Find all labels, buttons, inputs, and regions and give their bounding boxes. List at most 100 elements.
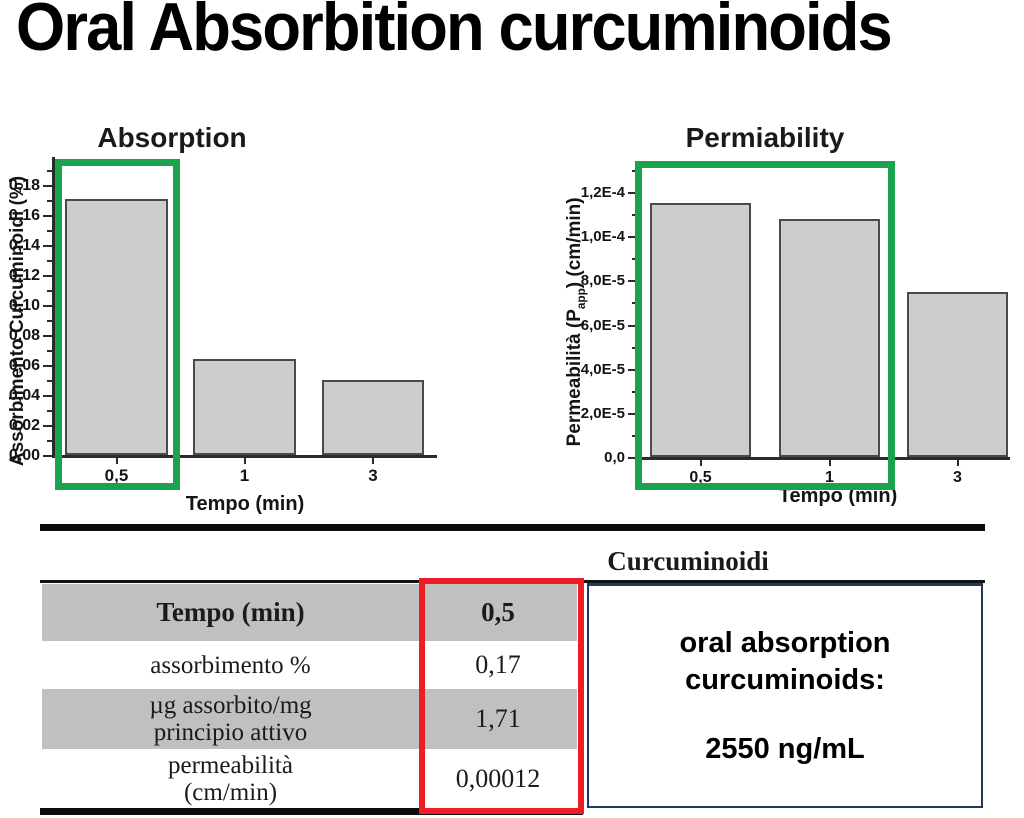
- bar-0,5: [650, 203, 751, 457]
- y-minor-tick: [47, 320, 52, 322]
- y-minor-tick: [47, 380, 52, 382]
- y-minor-tick: [47, 410, 52, 412]
- y-tick: [43, 335, 52, 337]
- x-tick: [699, 460, 702, 466]
- note-value: 2550 ng/mL: [705, 732, 865, 765]
- y-tick-label: 0,14: [8, 237, 40, 254]
- x-tick-label: 3: [953, 469, 962, 486]
- y-minor-tick: [632, 169, 637, 172]
- y-tick-label: 0,04: [8, 387, 40, 404]
- table-header: Curcuminoidi: [607, 546, 769, 576]
- x-tick: [372, 458, 374, 464]
- y-tick-label: 4,0E-5: [580, 360, 625, 378]
- y-tick-label: 2,0E-5: [580, 404, 625, 422]
- green-highlight-box-absorption: [55, 159, 180, 490]
- y-minor-tick: [47, 290, 52, 292]
- y-tick: [628, 236, 637, 239]
- note-line: oral absorption: [679, 626, 891, 659]
- y-tick: [628, 368, 637, 371]
- y-tick: [628, 192, 637, 194]
- y-tick: [43, 215, 52, 217]
- table-row: assorbimento % 0,17: [42, 641, 577, 689]
- x-axis: [637, 457, 1010, 460]
- y-tick: [43, 275, 52, 277]
- bar-3: [322, 380, 424, 455]
- x-tick: [956, 460, 959, 466]
- red-highlight-box-values-column: [419, 578, 584, 814]
- x-tick-label: 3: [368, 466, 378, 485]
- x-tick: [828, 460, 831, 466]
- y-minor-tick: [632, 258, 637, 261]
- table-row: Tempo (min) 0,5: [42, 584, 577, 641]
- table-row: µg assorbito/mg principio attivo 1,71: [42, 689, 577, 749]
- y-minor-tick: [47, 350, 52, 352]
- y-tick: [628, 280, 637, 283]
- green-highlight-box-permeability: [635, 161, 895, 490]
- bar-1: [779, 218, 880, 457]
- y-tick: [43, 365, 52, 367]
- page-title: Oral Absorbition curcuminoids: [16, 0, 893, 65]
- bar-0,5: [65, 198, 168, 455]
- y-tick: [43, 245, 52, 247]
- absorption-y-axis-label: Assorbimento Curcuminoidi (%): [7, 175, 28, 467]
- y-tick: [43, 425, 52, 427]
- absorption-x-axis-label: Tempo (min): [185, 493, 305, 515]
- table-top-divider: [40, 524, 985, 531]
- row-label: permeabilità (cm/min): [168, 751, 293, 806]
- y-tick-label: 1,0E-4: [580, 228, 625, 246]
- y-tick: [43, 395, 52, 397]
- x-axis: [52, 455, 437, 458]
- table-row: permeabilità (cm/min) 0,00012: [42, 749, 577, 808]
- row-value: 1,71: [475, 704, 521, 733]
- x-tick-label: 0,5: [689, 469, 712, 486]
- y-tick: [628, 324, 637, 327]
- bar-3: [907, 292, 1008, 457]
- x-tick: [115, 458, 118, 464]
- y-minor-tick: [47, 200, 52, 202]
- y-minor-tick: [47, 440, 52, 442]
- note-line: curcuminoids:: [685, 663, 885, 696]
- row-label: µg assorbito/mg principio attivo: [149, 692, 312, 746]
- y-tick: [43, 455, 52, 457]
- row-label: Tempo (min): [156, 597, 305, 627]
- y-tick-label: 0,02: [8, 417, 40, 434]
- y-tick-label: 0,10: [8, 297, 40, 314]
- permeability-chart-title: Permiability: [685, 122, 845, 153]
- y-tick: [628, 412, 637, 415]
- row-value: 0,5: [481, 597, 515, 627]
- y-minor-tick: [47, 230, 52, 232]
- y-minor-tick: [632, 434, 637, 437]
- y-minor-tick: [47, 260, 52, 262]
- y-tick-label: 0,12: [8, 267, 40, 284]
- y-minor-tick: [47, 170, 52, 172]
- y-axis: [52, 157, 55, 458]
- x-tick: [243, 458, 246, 464]
- y-tick-label: 0,08: [8, 327, 40, 344]
- y-minor-tick: [632, 302, 637, 305]
- y-tick-label: 1,2E-4: [580, 184, 625, 201]
- y-tick-label: 0,18: [8, 177, 40, 194]
- y-tick-label: 0,0: [604, 449, 625, 466]
- row-value: 0,00012: [455, 763, 541, 793]
- y-minor-tick: [632, 346, 637, 349]
- absorption-chart-title: Absorption: [97, 122, 247, 153]
- y-tick-label: 8,0E-5: [580, 272, 625, 290]
- x-tick-label: 0,5: [104, 466, 129, 485]
- y-tick: [43, 305, 52, 307]
- x-tick-label: 1: [239, 466, 250, 485]
- y-tick-label: 0,00: [8, 447, 40, 464]
- x-tick-label: 1: [825, 469, 834, 486]
- y-tick-label: 0,06: [8, 357, 40, 374]
- table-bottom-divider: [40, 808, 583, 815]
- y-minor-tick: [632, 390, 637, 393]
- row-label: assorbimento %: [150, 651, 311, 679]
- y-tick-label: 6,0E-5: [580, 316, 625, 334]
- y-tick-label: 0,16: [8, 207, 40, 224]
- row-value: 0,17: [475, 650, 521, 679]
- y-tick: [628, 457, 637, 459]
- y-tick: [43, 185, 52, 187]
- result-note-box: oral absorption curcuminoids: 2550 ng/mL: [587, 583, 983, 808]
- permeability-x-axis-label: Tempo (min): [778, 485, 898, 507]
- bar-1: [193, 359, 296, 455]
